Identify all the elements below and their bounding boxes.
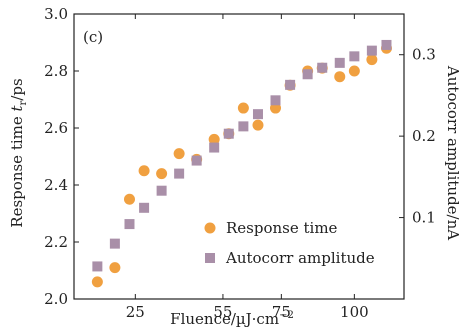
autocorr-point [174, 168, 185, 179]
panel-label: (c) [83, 28, 103, 46]
axes: 25 55 75 100 2.0 2.2 2.4 2.6 2.8 3.0 0.1 0.2 0.3 [44, 5, 436, 321]
x-tick-label: 75 [272, 303, 291, 321]
data-marks [91, 39, 392, 288]
autocorr-point [109, 238, 120, 249]
autocorr-point [209, 142, 220, 153]
response-point [348, 65, 360, 77]
autocorr-point [381, 39, 392, 50]
autocorr-point [252, 109, 263, 120]
legend-marker [205, 253, 215, 263]
response-point [173, 148, 185, 160]
y-left-tick-label: 2.2 [44, 233, 68, 251]
response-point [123, 193, 135, 205]
legend-marker [204, 222, 216, 234]
autocorr-point [238, 121, 249, 132]
autocorr-point [302, 69, 313, 80]
legend-label: Response time [226, 219, 338, 237]
x-axis-title: Fluence/µJ·cm−2 [170, 310, 294, 328]
autocorr-point [124, 219, 135, 230]
y-left-tick-label: 2.4 [44, 176, 68, 194]
x-tick-label: 100 [340, 303, 369, 321]
response-point [91, 276, 103, 288]
y-left-tick-label: 2.8 [44, 62, 68, 80]
autocorr-point [191, 155, 202, 166]
response-point [252, 119, 264, 131]
response-point [156, 168, 168, 180]
autocorr-point [317, 62, 328, 73]
legend-label: Autocorr amplitude [225, 249, 375, 267]
response-point [138, 165, 150, 177]
y-right-tick-label: 0.3 [412, 46, 436, 64]
y-axis-left-title: Response time tr/ps [8, 78, 29, 227]
y-left-tick-label: 2.6 [44, 119, 68, 137]
legend: Response time Autocorr amplitude [204, 219, 375, 267]
x-tick-label: 55 [213, 303, 232, 321]
y-left-tick-label: 2.0 [44, 290, 68, 308]
autocorr-point [366, 45, 377, 56]
response-point [109, 262, 121, 274]
y-axis-right-title: Autocorr amplitude/nA [444, 65, 462, 240]
plot-frame [73, 13, 405, 300]
autocorr-point [334, 57, 345, 68]
y-right-tick-label: 0.1 [412, 209, 436, 227]
x-tick-label: 25 [126, 303, 145, 321]
autocorr-point [92, 261, 103, 272]
response-point [237, 102, 249, 114]
response-point [366, 54, 378, 66]
response-point [208, 133, 220, 145]
autocorr-point [270, 95, 281, 106]
autocorr-point [139, 202, 150, 213]
y-right-tick-label: 0.2 [412, 127, 436, 145]
autocorr-point [223, 128, 234, 139]
y-left-tick-label: 3.0 [44, 5, 68, 23]
response-point [334, 71, 346, 83]
autocorr-point [156, 185, 167, 196]
autocorr-point [349, 51, 360, 62]
autocorr-point [285, 79, 296, 90]
